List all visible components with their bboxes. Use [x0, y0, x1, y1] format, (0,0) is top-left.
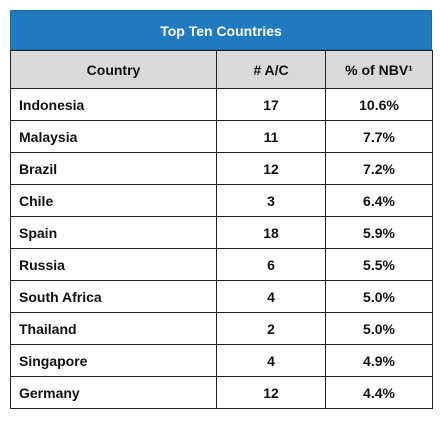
table-cell: 12 — [216, 152, 326, 185]
table-row: Singapore 4 4.9% — [10, 344, 433, 377]
table-cell: Indonesia — [10, 88, 217, 121]
table-cell: Brazil — [10, 152, 217, 185]
table-row: Spain 18 5.9% — [10, 216, 433, 249]
table-cell: 17 — [216, 88, 326, 121]
table-cell: 5.0% — [325, 312, 433, 345]
table-cell: 4 — [216, 344, 326, 377]
table-row: Russia 6 5.5% — [10, 248, 433, 281]
table-row: Indonesia 17 10.6% — [10, 88, 433, 121]
table-title: Top Ten Countries — [10, 10, 432, 50]
table-cell: 11 — [216, 120, 326, 153]
table-cell: 10.6% — [325, 88, 433, 121]
table-cell: 4 — [216, 280, 326, 313]
table-cell: 6.4% — [325, 184, 433, 217]
header-row: Country # A/C% of NBV¹ — [10, 50, 433, 89]
table-cell: South Africa — [10, 280, 217, 313]
table-cell: 7.2% — [325, 152, 433, 185]
table-row: Thailand 2 5.0% — [10, 312, 433, 345]
table-cell: Russia — [10, 248, 217, 281]
table-cell: 5.9% — [325, 216, 433, 249]
table-cell: 7.7% — [325, 120, 433, 153]
table-cell: Germany — [10, 376, 217, 409]
table-row: Brazil 12 7.2% — [10, 152, 433, 185]
table-cell: 2 — [216, 312, 326, 345]
table-row: Germany 12 4.4% — [10, 376, 433, 409]
table-row: South Africa 4 5.0% — [10, 280, 433, 313]
table-cell: 6 — [216, 248, 326, 281]
table-body: Indonesia 17 10.6% Malaysia 11 7.7% Brazil 12 7.… — [10, 88, 433, 409]
table-row: Malaysia 11 7.7% — [10, 120, 433, 153]
table-cell: 5.5% — [325, 248, 433, 281]
table-cell: Chile — [10, 184, 217, 217]
table-cell: 3 — [216, 184, 326, 217]
column-header: # A/C — [216, 50, 326, 89]
table-cell: 4.4% — [325, 376, 433, 409]
table-cell: 5.0% — [325, 280, 433, 313]
table-cell: 12 — [216, 376, 326, 409]
column-header: Country — [10, 50, 217, 89]
column-header: % of NBV¹ — [325, 50, 433, 89]
table-cell: 18 — [216, 216, 326, 249]
table: Country # A/C% of NBV¹ Indonesia 17 10.6% Ma… — [10, 50, 433, 409]
table-panel: Top Ten Countries Country # A/C% of NBV¹ … — [10, 10, 433, 409]
table-cell: Thailand — [10, 312, 217, 345]
table-cell: Singapore — [10, 344, 217, 377]
table-cell: Malaysia — [10, 120, 217, 153]
table-row: Chile 3 6.4% — [10, 184, 433, 217]
table-head: Country # A/C% of NBV¹ — [10, 50, 433, 89]
table-cell: Spain — [10, 216, 217, 249]
table-cell: 4.9% — [325, 344, 433, 377]
